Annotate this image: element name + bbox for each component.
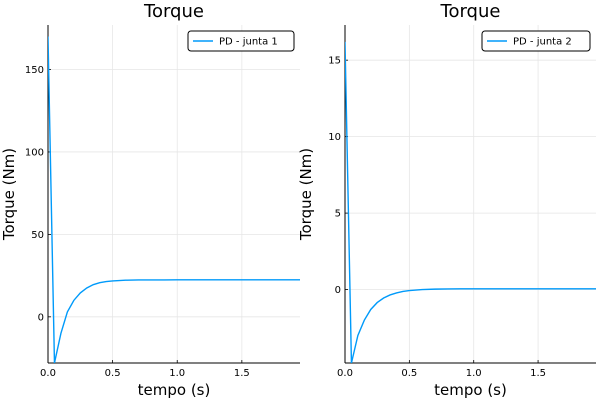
y-tick-label: 10 [328,132,341,143]
series-line [345,41,596,363]
x-tick-label: 0.0 [40,368,56,379]
chart-title: Torque [143,1,204,22]
legend-label: PD - junta 2 [513,37,572,48]
legend-box [481,30,591,52]
y-axis-label: Torque (Nm) [0,148,18,241]
legend-label: PD - junta 1 [219,37,278,48]
y-tick-label: 5 [335,209,341,220]
y-tick-label: 0 [335,285,341,296]
series-line [48,36,300,363]
x-tick-label: 0.5 [105,368,121,379]
x-tick-label: 0.0 [337,368,353,379]
chart-panel-1: 0.0 0.5 1.0 1.5 0 50 100 150 Torque tempo (s) Torq… [0,1,300,399]
y-tick-label: 0 [38,312,44,323]
legend: PD - junta 1 [187,30,295,52]
x-tick-label: 1.0 [169,368,185,379]
y-tick-label: 100 [25,147,44,158]
chart-panel-2: 0.0 0.5 1.0 1.5 0 5 10 15 Torque tempo (s) Torque … [297,1,596,399]
x-axis-label: tempo (s) [138,381,211,399]
x-tick-label: 1.5 [234,368,250,379]
x-tick-label: 1.0 [466,368,482,379]
chart-title: Torque [440,1,501,22]
x-tick-label: 1.5 [530,368,546,379]
y-axis-label: Torque (Nm) [297,148,315,241]
legend-box [187,30,295,52]
x-axis-label: tempo (s) [434,381,507,399]
x-tick-label: 0.5 [401,368,417,379]
y-tick-label: 50 [31,230,44,241]
y-tick-label: 150 [25,65,44,76]
legend: PD - junta 2 [481,30,591,52]
y-tick-label: 15 [328,56,341,67]
